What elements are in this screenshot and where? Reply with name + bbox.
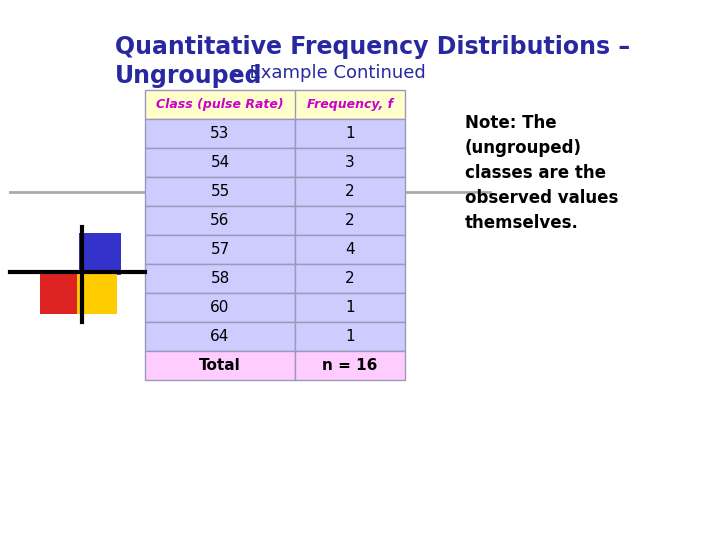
- Text: 64: 64: [210, 329, 230, 344]
- Text: 2: 2: [345, 271, 355, 286]
- Text: -- Example Continued: -- Example Continued: [225, 64, 426, 82]
- Text: 1: 1: [345, 300, 355, 315]
- Bar: [295, 119, 405, 148]
- Bar: [295, 322, 405, 351]
- Text: Total: Total: [199, 358, 241, 373]
- Text: 53: 53: [210, 126, 230, 141]
- Bar: [145, 264, 295, 293]
- Text: 1: 1: [345, 126, 355, 141]
- Text: 56: 56: [210, 213, 230, 228]
- Bar: [295, 351, 405, 380]
- Text: n = 16: n = 16: [323, 358, 378, 373]
- Text: 2: 2: [345, 213, 355, 228]
- Text: 1: 1: [345, 329, 355, 344]
- Bar: [145, 206, 295, 235]
- Bar: [145, 148, 295, 177]
- Text: 57: 57: [210, 242, 230, 257]
- Bar: [145, 90, 405, 119]
- Bar: [295, 148, 405, 177]
- Bar: [145, 351, 295, 380]
- Bar: [295, 206, 405, 235]
- Text: Quantitative Frequency Distributions –: Quantitative Frequency Distributions –: [115, 35, 630, 59]
- Text: 3: 3: [345, 155, 355, 170]
- Bar: [145, 235, 295, 264]
- Bar: [295, 177, 405, 206]
- Text: 4: 4: [345, 242, 355, 257]
- Text: Note: The
(ungrouped)
classes are the
observed values
themselves.: Note: The (ungrouped) classes are the ob…: [465, 114, 618, 232]
- Text: 54: 54: [210, 155, 230, 170]
- Bar: [295, 264, 405, 293]
- Bar: [145, 119, 295, 148]
- Text: Class (pulse Rate): Class (pulse Rate): [156, 98, 284, 111]
- Bar: [145, 177, 295, 206]
- Text: Frequency, f: Frequency, f: [307, 98, 393, 111]
- Text: 60: 60: [210, 300, 230, 315]
- Text: 2: 2: [345, 184, 355, 199]
- Text: 58: 58: [210, 271, 230, 286]
- Bar: [145, 322, 295, 351]
- Text: Ungrouped: Ungrouped: [115, 64, 263, 88]
- Bar: [77, 274, 117, 314]
- Bar: [295, 293, 405, 322]
- Bar: [145, 293, 295, 322]
- Text: 55: 55: [210, 184, 230, 199]
- Bar: [40, 272, 82, 314]
- Bar: [295, 235, 405, 264]
- Bar: [79, 233, 121, 275]
